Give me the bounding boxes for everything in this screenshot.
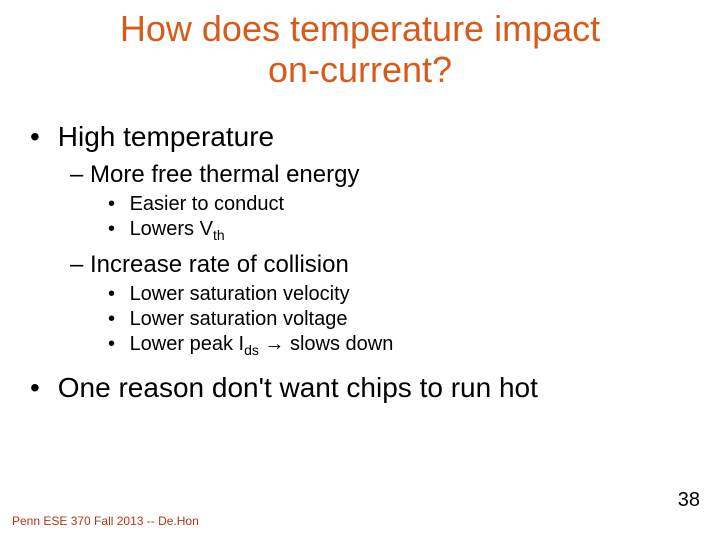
l3-easier-conduct: Easier to conduct	[130, 193, 285, 215]
l3-sat-velocity: Lower saturation velocity	[130, 283, 350, 305]
title-line-1: How does temperature impact	[120, 8, 600, 49]
title-line-2: on-current?	[268, 49, 452, 90]
l3-peak-ids-post: → slows down	[259, 333, 394, 355]
l3-lowers-vth-pre: Lowers V	[130, 218, 213, 240]
l1-high-temp: High temperature	[58, 121, 274, 152]
bullet-icon: •	[108, 283, 124, 306]
slide-footer: Penn ESE 370 Fall 2013 -- De.Hon	[12, 514, 199, 528]
l3-peak-ids-pre: Lower peak I	[130, 333, 245, 355]
l3-sat-voltage: Lower saturation voltage	[130, 308, 348, 330]
l1-run-hot: One reason don't want chips to run hot	[58, 372, 538, 403]
bullet-icon: •	[108, 193, 124, 216]
slide-title: How does temperature impact on-current?	[0, 0, 720, 91]
bullet-icon: •	[30, 121, 50, 153]
footer-text: Penn ESE 370 Fall 2013 -- De.Hon	[12, 514, 199, 528]
slide-body: • High temperature – More free thermal e…	[0, 91, 720, 404]
bullet-icon: •	[108, 308, 124, 331]
page-number: 38	[678, 489, 700, 512]
page-number-text: 38	[678, 489, 700, 511]
l2-collision: – Increase rate of collision	[70, 251, 349, 278]
bullet-icon: •	[108, 218, 124, 241]
l3-lowers-vth-sub: th	[213, 227, 225, 243]
l2-thermal-energy: – More free thermal energy	[70, 161, 359, 188]
l3-peak-ids-sub: ds	[244, 342, 259, 358]
bullet-icon: •	[30, 372, 50, 404]
bullet-icon: •	[108, 333, 124, 356]
